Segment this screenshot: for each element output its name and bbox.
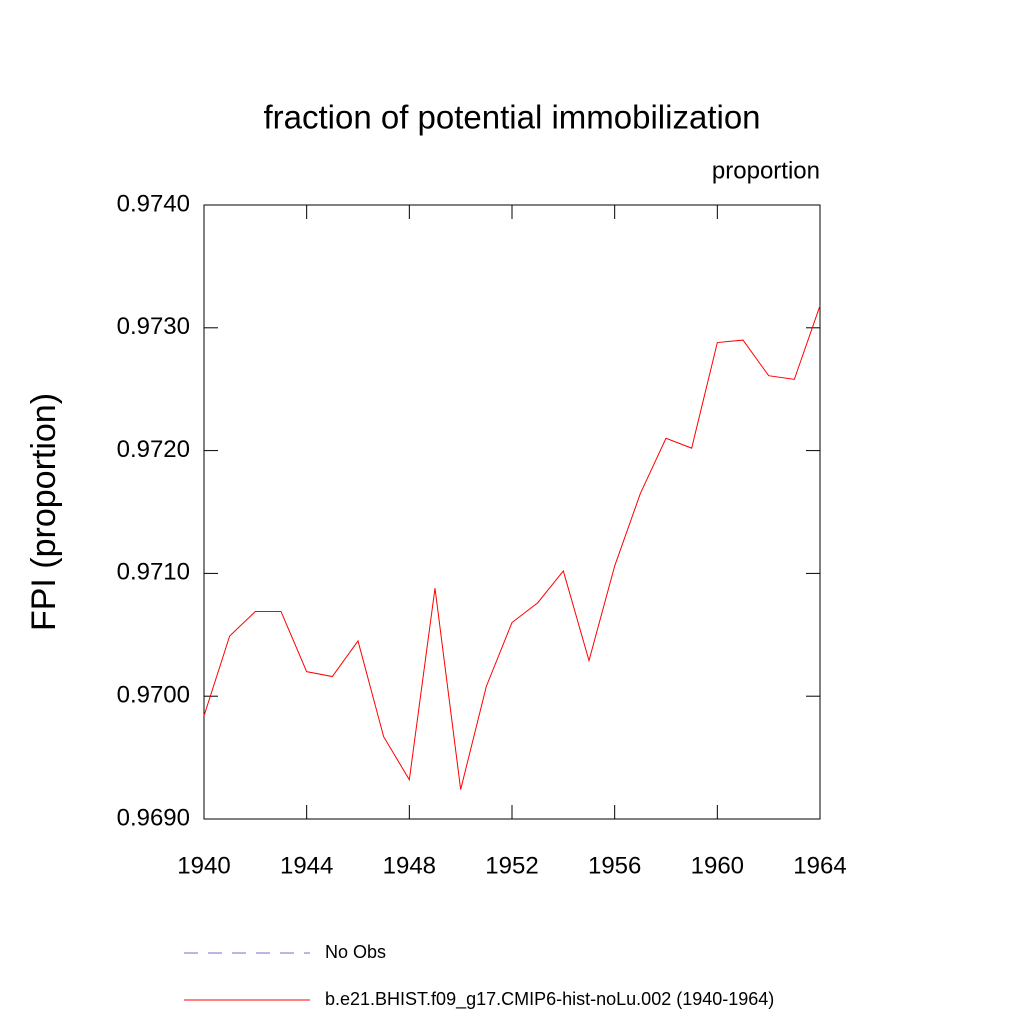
plot-frame bbox=[203, 204, 821, 820]
x-tick-label: 1952 bbox=[485, 852, 538, 879]
y-tick-label: 0.9720 bbox=[117, 436, 190, 463]
legend-label: b.e21.BHIST.f09_g17.CMIP6-hist-noLu.002 … bbox=[325, 989, 774, 1010]
chart-subtitle: proportion bbox=[712, 157, 820, 184]
x-tick-label: 1948 bbox=[383, 852, 436, 879]
x-tick-label: 1960 bbox=[691, 852, 744, 879]
chart-title: fraction of potential immobilization bbox=[263, 99, 760, 136]
x-tick-label: 1944 bbox=[280, 852, 333, 879]
x-tick-label: 1964 bbox=[793, 852, 846, 879]
y-tick-label: 0.9740 bbox=[117, 190, 190, 217]
y-tick-label: 0.9710 bbox=[117, 559, 190, 586]
y-tick-label: 0.9690 bbox=[117, 804, 190, 831]
y-tick-label: 0.9730 bbox=[117, 313, 190, 340]
x-tick-label: 1940 bbox=[177, 852, 230, 879]
legend-label: No Obs bbox=[325, 942, 386, 962]
x-tick-label: 1956 bbox=[588, 852, 641, 879]
data-line bbox=[203, 305, 821, 790]
y-axis-label: FPI (proportion) bbox=[25, 393, 63, 631]
y-tick-label: 0.9700 bbox=[117, 682, 190, 709]
